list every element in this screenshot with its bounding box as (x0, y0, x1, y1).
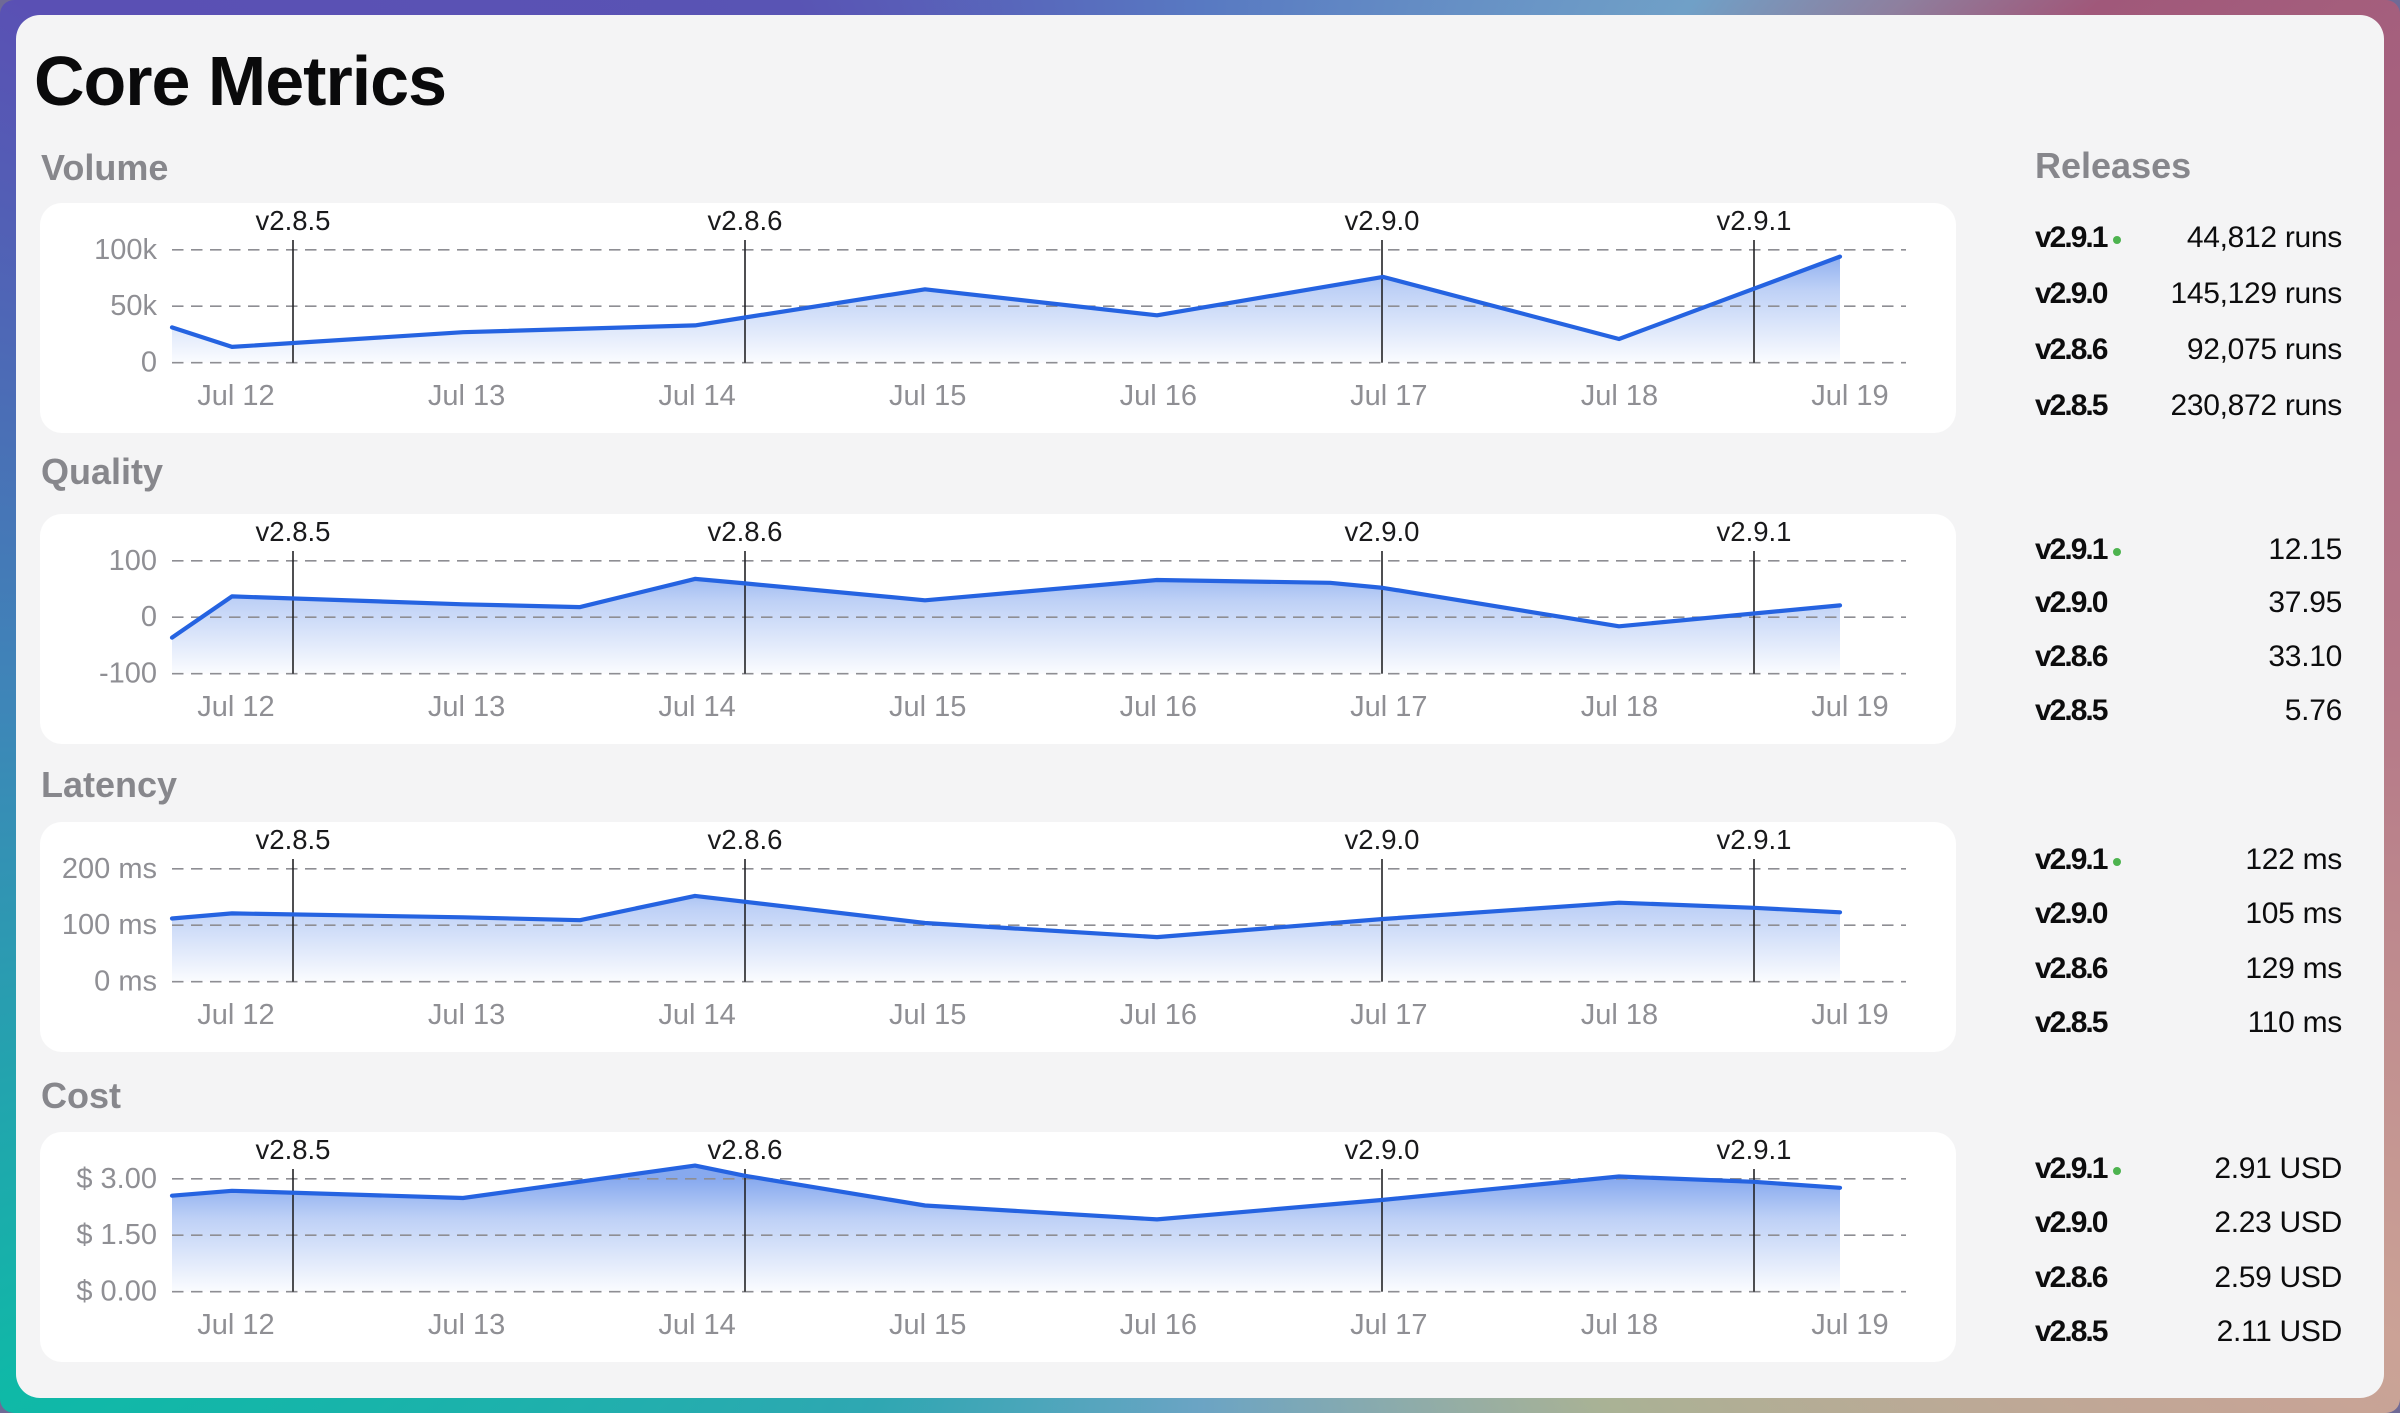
svg-text:Jul 16: Jul 16 (1120, 380, 1197, 412)
svg-text:0 ms: 0 ms (94, 966, 157, 998)
svg-text:v2.9.0: v2.9.0 (1345, 205, 1420, 236)
svg-text:Jul 17: Jul 17 (1350, 999, 1427, 1031)
svg-text:Jul 12: Jul 12 (197, 999, 274, 1031)
svg-text:Jul 18: Jul 18 (1581, 999, 1658, 1031)
svg-text:Jul 15: Jul 15 (889, 380, 966, 412)
svg-text:Jul 16: Jul 16 (1120, 691, 1197, 723)
svg-text:Jul 13: Jul 13 (428, 380, 505, 412)
svg-text:Jul 18: Jul 18 (1581, 691, 1658, 723)
svg-text:Jul 19: Jul 19 (1811, 1309, 1888, 1341)
svg-text:0: 0 (141, 347, 157, 379)
svg-text:Jul 19: Jul 19 (1811, 380, 1888, 412)
svg-text:Jul 16: Jul 16 (1120, 999, 1197, 1031)
svg-text:Jul 18: Jul 18 (1581, 1309, 1658, 1341)
svg-text:100: 100 (109, 545, 157, 577)
svg-text:Jul 13: Jul 13 (428, 999, 505, 1031)
svg-text:100 ms: 100 ms (62, 909, 157, 941)
svg-text:Jul 15: Jul 15 (889, 1309, 966, 1341)
svg-text:Jul 15: Jul 15 (889, 691, 966, 723)
svg-text:Jul 12: Jul 12 (197, 1309, 274, 1341)
svg-text:Jul 14: Jul 14 (658, 380, 735, 412)
svg-text:v2.9.1: v2.9.1 (1717, 1134, 1792, 1165)
svg-text:Jul 17: Jul 17 (1350, 1309, 1427, 1341)
svg-text:Jul 17: Jul 17 (1350, 691, 1427, 723)
svg-text:v2.8.5: v2.8.5 (256, 1134, 331, 1165)
svg-text:v2.9.1: v2.9.1 (1717, 824, 1792, 855)
svg-text:-100: -100 (99, 658, 157, 690)
svg-text:Jul 13: Jul 13 (428, 1309, 505, 1341)
svg-text:Jul 14: Jul 14 (658, 1309, 735, 1341)
svg-text:$ 3.00: $ 3.00 (76, 1163, 157, 1195)
svg-text:Jul 15: Jul 15 (889, 999, 966, 1031)
svg-text:$ 1.50: $ 1.50 (76, 1219, 157, 1251)
svg-text:v2.9.0: v2.9.0 (1345, 824, 1420, 855)
svg-text:50k: 50k (110, 290, 157, 322)
svg-text:v2.8.5: v2.8.5 (256, 205, 331, 236)
svg-text:v2.8.6: v2.8.6 (708, 205, 783, 236)
svg-text:Jul 12: Jul 12 (197, 380, 274, 412)
svg-text:v2.8.5: v2.8.5 (256, 824, 331, 855)
svg-text:Jul 17: Jul 17 (1350, 380, 1427, 412)
svg-text:v2.9.1: v2.9.1 (1717, 516, 1792, 547)
svg-text:Jul 19: Jul 19 (1811, 691, 1888, 723)
svg-text:100k: 100k (94, 234, 157, 266)
svg-text:Jul 16: Jul 16 (1120, 1309, 1197, 1341)
svg-text:v2.9.0: v2.9.0 (1345, 516, 1420, 547)
svg-text:200 ms: 200 ms (62, 853, 157, 885)
svg-text:v2.8.6: v2.8.6 (708, 516, 783, 547)
svg-text:Jul 14: Jul 14 (658, 691, 735, 723)
svg-text:Jul 19: Jul 19 (1811, 999, 1888, 1031)
svg-text:v2.8.6: v2.8.6 (708, 824, 783, 855)
svg-text:Jul 12: Jul 12 (197, 691, 274, 723)
svg-text:0: 0 (141, 601, 157, 633)
svg-text:Jul 18: Jul 18 (1581, 380, 1658, 412)
svg-text:v2.8.5: v2.8.5 (256, 516, 331, 547)
svg-text:v2.9.1: v2.9.1 (1717, 205, 1792, 236)
svg-text:v2.9.0: v2.9.0 (1345, 1134, 1420, 1165)
svg-text:$ 0.00: $ 0.00 (76, 1276, 157, 1308)
svg-text:Jul 13: Jul 13 (428, 691, 505, 723)
svg-text:v2.8.6: v2.8.6 (708, 1134, 783, 1165)
svg-text:Jul 14: Jul 14 (658, 999, 735, 1031)
